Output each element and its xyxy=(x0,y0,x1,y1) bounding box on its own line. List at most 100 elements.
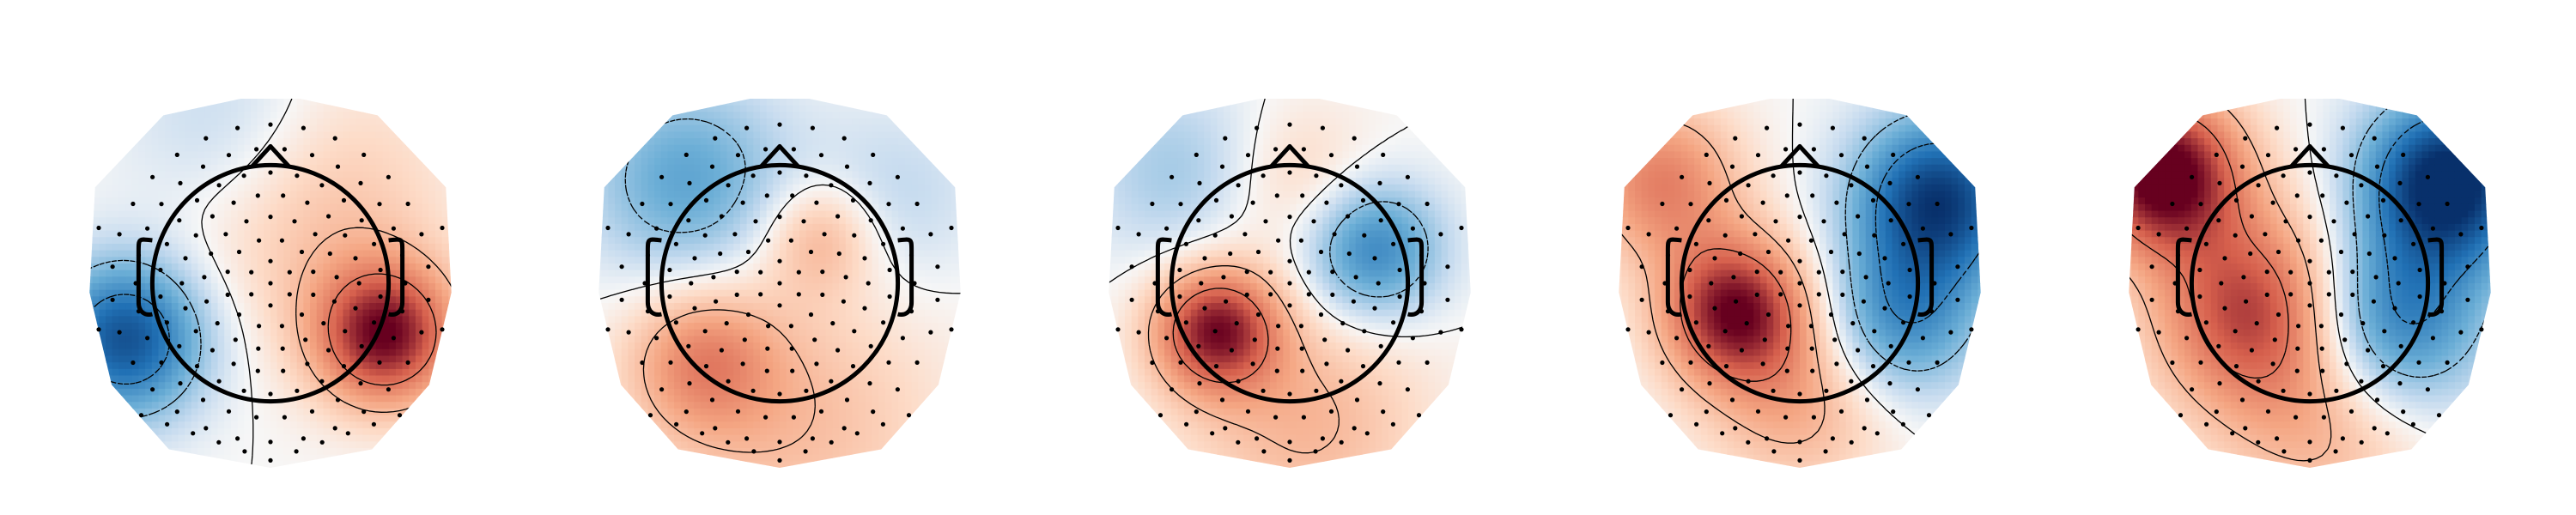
field-cell xyxy=(667,461,675,468)
field-cell xyxy=(687,382,695,390)
field-cell xyxy=(694,316,702,324)
field-cell xyxy=(89,158,94,166)
field-cell xyxy=(674,178,682,185)
field-cell xyxy=(714,184,721,192)
field-cell xyxy=(178,447,185,456)
field-cell xyxy=(125,316,133,324)
field-cell xyxy=(601,210,610,219)
field-cell xyxy=(660,336,669,343)
field-cell xyxy=(336,329,344,337)
field-cell xyxy=(145,342,153,350)
field-cell xyxy=(608,257,616,264)
field-cell xyxy=(415,348,423,357)
field-cell xyxy=(694,263,702,271)
field-cell xyxy=(375,336,384,343)
field-cell xyxy=(680,441,689,449)
field-cell xyxy=(171,382,179,390)
field-cell xyxy=(303,395,311,403)
field-cell xyxy=(257,368,265,377)
field-cell xyxy=(780,434,787,443)
field-cell xyxy=(118,178,126,185)
field-cell xyxy=(739,382,748,390)
field-cell xyxy=(753,362,761,370)
field-cell xyxy=(151,415,160,423)
field-cell xyxy=(780,375,787,383)
field-cell xyxy=(402,257,410,264)
field-cell xyxy=(316,447,325,456)
field-cell xyxy=(680,270,689,278)
field-cell xyxy=(112,421,120,429)
field-cell xyxy=(112,191,120,198)
field-cell xyxy=(687,296,695,304)
field-cell xyxy=(766,368,775,377)
field-cell xyxy=(125,441,133,449)
field-cell xyxy=(654,230,662,239)
field-cell xyxy=(726,237,735,245)
field-cell xyxy=(780,402,787,409)
sensor-dot xyxy=(183,306,188,311)
field-cell xyxy=(330,329,337,337)
field-cell xyxy=(237,99,246,106)
field-cell xyxy=(660,171,669,179)
field-cell xyxy=(680,138,689,146)
field-cell xyxy=(323,329,331,337)
field-cell xyxy=(165,441,173,449)
field-cell xyxy=(138,395,146,403)
field-cell xyxy=(145,303,153,311)
field-cell xyxy=(700,138,708,146)
field-cell xyxy=(434,184,443,192)
field-cell xyxy=(635,309,642,318)
field-cell xyxy=(158,336,166,343)
field-cell xyxy=(237,237,246,245)
field-cell xyxy=(428,99,436,106)
field-cell xyxy=(753,329,761,337)
field-cell xyxy=(197,250,206,258)
field-cell xyxy=(641,368,649,377)
field-cell xyxy=(250,223,258,232)
field-cell xyxy=(131,402,140,409)
field-cell xyxy=(395,336,404,343)
field-cell xyxy=(654,124,662,133)
field-cell xyxy=(89,243,94,251)
field-cell xyxy=(780,454,787,463)
field-cell xyxy=(422,237,430,245)
field-cell xyxy=(641,131,649,139)
field-cell xyxy=(647,178,655,185)
field-cell xyxy=(707,348,715,357)
field-cell xyxy=(92,441,100,449)
field-cell xyxy=(598,402,603,409)
field-cell xyxy=(310,283,318,291)
field-cell xyxy=(244,250,252,258)
field-cell xyxy=(204,210,212,219)
field-cell xyxy=(204,112,212,119)
field-cell xyxy=(707,197,715,205)
field-cell xyxy=(343,217,350,225)
field-cell xyxy=(694,342,702,350)
field-cell xyxy=(118,447,126,456)
field-cell xyxy=(615,263,623,271)
field-cell xyxy=(99,447,106,456)
field-cell xyxy=(244,461,252,468)
field-cell xyxy=(759,197,768,205)
field-cell xyxy=(700,395,708,403)
field-cell xyxy=(323,112,331,119)
field-cell xyxy=(641,124,649,133)
field-cell xyxy=(773,171,781,179)
field-cell xyxy=(264,237,271,245)
field-cell xyxy=(667,138,675,146)
topomap-panel-2 xyxy=(598,99,961,468)
field-cell xyxy=(786,184,794,192)
field-cell xyxy=(257,329,265,337)
field-cell xyxy=(680,342,689,350)
field-cell xyxy=(746,118,755,126)
field-cell xyxy=(647,283,655,291)
field-cell xyxy=(375,144,384,153)
field-cell xyxy=(197,362,206,370)
field-cell xyxy=(598,112,603,119)
field-cell xyxy=(165,178,173,185)
field-cell xyxy=(204,144,212,153)
field-cell xyxy=(382,395,391,403)
field-cell xyxy=(92,427,100,436)
field-cell xyxy=(230,375,239,383)
field-cell xyxy=(402,309,410,318)
